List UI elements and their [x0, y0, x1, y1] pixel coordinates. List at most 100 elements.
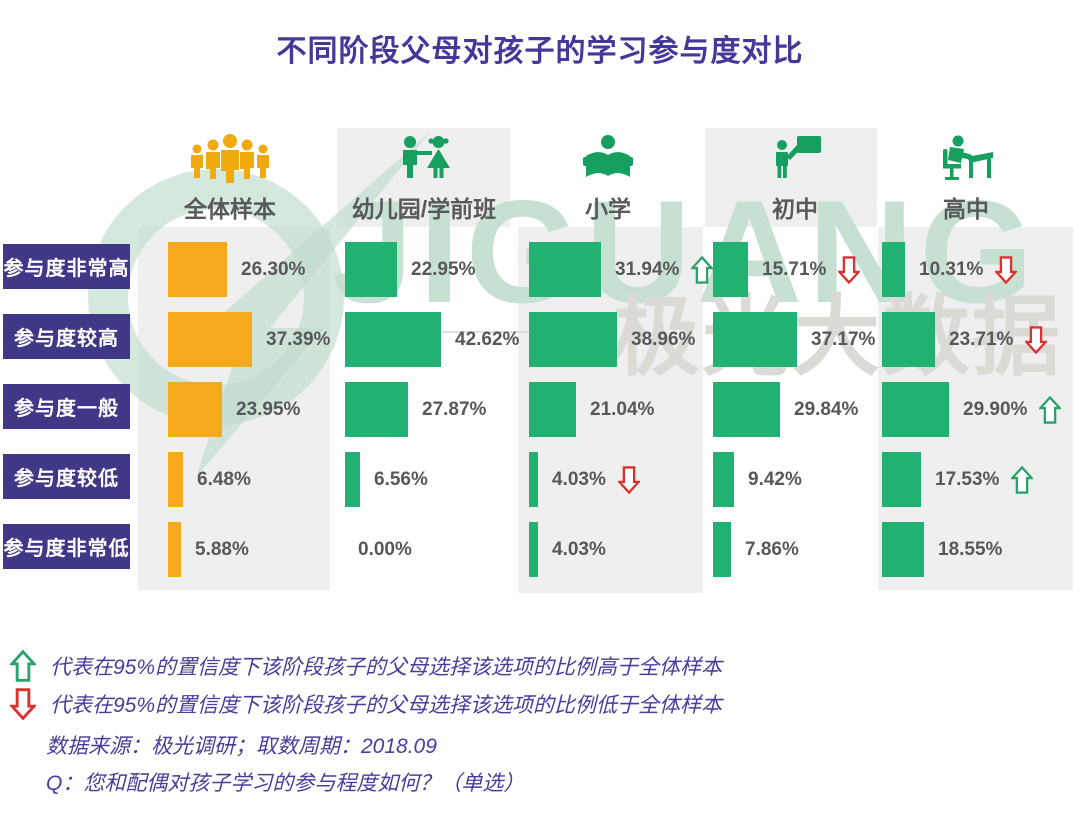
bar-cell-col2-row4: 6.56% — [345, 452, 428, 507]
bar-cell-col1-row3: 23.95% — [168, 382, 300, 437]
bar-cell-col2-row3: 27.87% — [345, 382, 486, 437]
bar — [713, 382, 780, 437]
bar — [529, 312, 617, 367]
significance-down-arrow-icon — [1025, 325, 1048, 354]
bar-cell-col3-row3: 21.04% — [529, 382, 654, 437]
bar — [168, 242, 227, 297]
bar — [713, 522, 731, 577]
bar-value-label: 26.30% — [241, 258, 306, 280]
bar — [713, 452, 734, 507]
significance-down-arrow-icon — [617, 465, 640, 494]
column-header-primary: 小学 — [516, 134, 700, 224]
bar — [882, 242, 905, 297]
bar-cell-col4-row3: 29.84% — [713, 382, 858, 437]
bar-cell-col2-row2: 42.62% — [345, 312, 519, 367]
bar-value-label: 9.42% — [748, 468, 802, 490]
bar-cell-col3-row1: 31.94% — [529, 242, 714, 297]
bar-cell-col4-row1: 15.71% — [713, 242, 861, 297]
bar — [882, 522, 924, 577]
legend-up-arrow-icon — [10, 650, 36, 682]
legend-down-arrow-icon — [10, 688, 36, 720]
bar-value-label: 29.84% — [794, 398, 859, 420]
bar-cell-col1-row1: 26.30% — [168, 242, 305, 297]
kindergarten-kids-icon — [403, 136, 450, 178]
bar-cell-col5-row3: 29.90% — [882, 382, 1062, 437]
bar-value-label: 6.56% — [374, 468, 428, 490]
header-panel-junior — [705, 128, 877, 227]
bar-cell-col4-row5: 7.86% — [713, 522, 799, 577]
bar — [529, 242, 601, 297]
column-label: 初中 — [772, 196, 818, 222]
bar-value-label: 0.00% — [358, 538, 412, 560]
bar — [529, 522, 538, 577]
bar-cell-col4-row2: 37.17% — [713, 312, 875, 367]
data-source-note: 数据来源：极光调研；取数周期：2018.09 — [46, 735, 437, 758]
bar-value-label: 29.90% — [963, 398, 1028, 420]
bar — [529, 452, 538, 507]
column-label: 高中 — [943, 196, 989, 222]
bar-value-label: 27.87% — [422, 398, 487, 420]
bar-value-label: 6.48% — [197, 468, 251, 490]
bar-cell-col1-row4: 6.48% — [168, 452, 251, 507]
bar-value-label: 18.55% — [938, 538, 1003, 560]
bar — [345, 242, 397, 297]
row-label-medium: 参与度一般 — [3, 384, 130, 429]
significance-up-arrow-icon — [1011, 465, 1034, 494]
row-label-very-high: 参与度非常高 — [3, 244, 130, 289]
bar-cell-col3-row5: 4.03% — [529, 522, 606, 577]
bar-value-label: 42.62% — [455, 328, 520, 350]
bar — [713, 242, 748, 297]
page-title: 不同阶段父母对孩子的学习参与度对比 — [276, 35, 804, 68]
row-label-very-low: 参与度非常低 — [3, 524, 130, 569]
bar-value-label: 31.94% — [615, 258, 680, 280]
legend-up-text: 代表在95%的置信度下该阶段孩子的父母选择该选项的比例高于全体样本 — [50, 656, 723, 679]
bar-value-label: 23.71% — [949, 328, 1014, 350]
bar-value-label: 23.95% — [236, 398, 301, 420]
bar-cell-col3-row2: 38.96% — [529, 312, 695, 367]
legend-down-text: 代表在95%的置信度下该阶段孩子的父母选择该选项的比例低于全体样本 — [50, 694, 723, 717]
significance-up-arrow-icon — [691, 255, 714, 284]
bar — [168, 312, 252, 367]
bar — [345, 452, 360, 507]
significance-up-arrow-icon — [1039, 395, 1062, 424]
row-label-low: 参与度较低 — [3, 454, 130, 499]
legend-up-row: 代表在95%的置信度下该阶段孩子的父母选择该选项的比例高于全体样本 — [10, 650, 722, 682]
bar — [168, 452, 183, 507]
bar-value-label: 7.86% — [745, 538, 799, 560]
column-header-junior: 初中 — [703, 134, 887, 224]
bar-cell-col1-row5: 5.88% — [168, 522, 249, 577]
column-label: 全体样本 — [184, 196, 276, 222]
bar-value-label: 4.03% — [552, 538, 606, 560]
bar-value-label: 38.96% — [631, 328, 696, 350]
bar — [882, 312, 935, 367]
bar-cell-col2-row1: 22.95% — [345, 242, 475, 297]
bar — [882, 382, 949, 437]
bar-value-label: 5.88% — [195, 538, 249, 560]
bar — [529, 382, 576, 437]
sample-group-icon — [191, 134, 269, 183]
bar — [168, 522, 181, 577]
column-header-sample: 全体样本 — [138, 134, 322, 224]
column-label: 小学 — [585, 196, 631, 222]
bar-cell-col5-row5: 18.55% — [882, 522, 1002, 577]
legend-down-row: 代表在95%的置信度下该阶段孩子的父母选择该选项的比例低于全体样本 — [10, 688, 722, 720]
row-label-high: 参与度较高 — [3, 314, 130, 359]
bar-value-label: 15.71% — [762, 258, 827, 280]
junior-teacher-board-icon — [776, 136, 821, 178]
bar-value-label: 4.03% — [552, 468, 606, 490]
bar — [345, 382, 408, 437]
bar-value-label: 37.17% — [811, 328, 876, 350]
bar-cell-col2-row5: 0.00% — [345, 522, 412, 577]
bar-value-label: 37.39% — [266, 328, 331, 350]
column-header-kindergarten: 幼儿园/学前班 — [332, 134, 516, 224]
bar-value-label: 10.31% — [919, 258, 984, 280]
bar-cell-col4-row4: 9.42% — [713, 452, 802, 507]
significance-down-arrow-icon — [995, 255, 1018, 284]
column-label: 幼儿园/学前班 — [351, 196, 497, 222]
bar — [882, 452, 921, 507]
bar-cell-col5-row4: 17.53% — [882, 452, 1034, 507]
bar — [168, 382, 222, 437]
bar-value-label: 21.04% — [590, 398, 655, 420]
senior-desk-icon — [943, 135, 993, 180]
